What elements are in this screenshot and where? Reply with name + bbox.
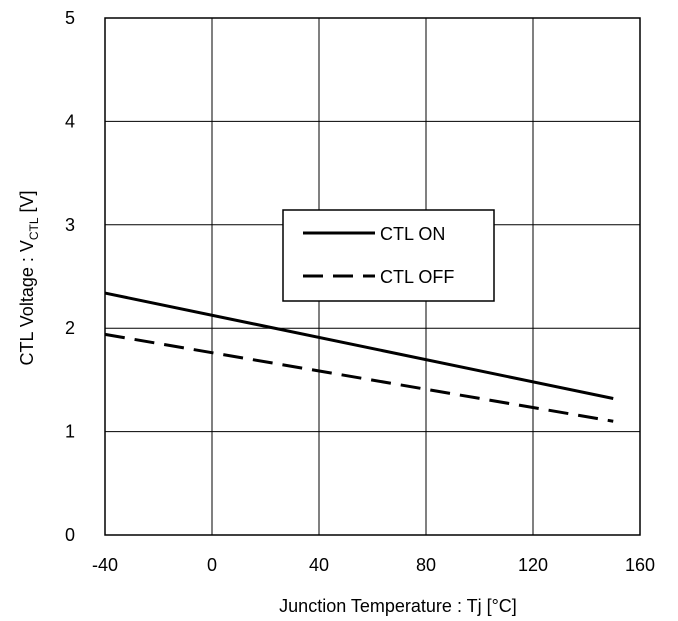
y-tick-label-0: 0 <box>65 525 75 545</box>
legend-label-ctl-off: CTL OFF <box>380 267 454 287</box>
y-tick-label-1: 1 <box>65 422 75 442</box>
legend: CTL ON CTL OFF <box>282 209 495 302</box>
y-axis-title-suffix: [V] <box>17 190 37 217</box>
legend-box <box>282 209 495 302</box>
y-axis-title-subscript: CTL <box>27 217 41 240</box>
x-tick-label-3: 80 <box>416 555 436 575</box>
x-tick-labels: -40 0 40 80 120 160 <box>92 555 655 575</box>
x-tick-label-4: 120 <box>518 555 548 575</box>
x-tick-label-0: -40 <box>92 555 118 575</box>
legend-label-ctl-on: CTL ON <box>380 224 445 244</box>
y-tick-label-2: 2 <box>65 318 75 338</box>
y-axis-title-main: CTL Voltage : V <box>17 240 37 365</box>
x-tick-label-2: 40 <box>309 555 329 575</box>
plot-frame <box>104 17 641 536</box>
x-axis-title: Junction Temperature : Tj [°C] <box>279 596 517 616</box>
y-tick-label-3: 3 <box>65 215 75 235</box>
series-lines <box>104 291 614 423</box>
y-tick-label-5: 5 <box>65 8 75 28</box>
series-line-1 <box>104 332 614 423</box>
series-line-0 <box>104 291 614 400</box>
y-tick-labels: 0 1 2 3 4 5 <box>65 8 75 545</box>
x-tick-label-1: 0 <box>207 555 217 575</box>
y-tick-label-4: 4 <box>65 111 75 131</box>
x-tick-label-5: 160 <box>625 555 655 575</box>
y-axis-title: CTL Voltage : VCTL [V] <box>17 190 41 365</box>
